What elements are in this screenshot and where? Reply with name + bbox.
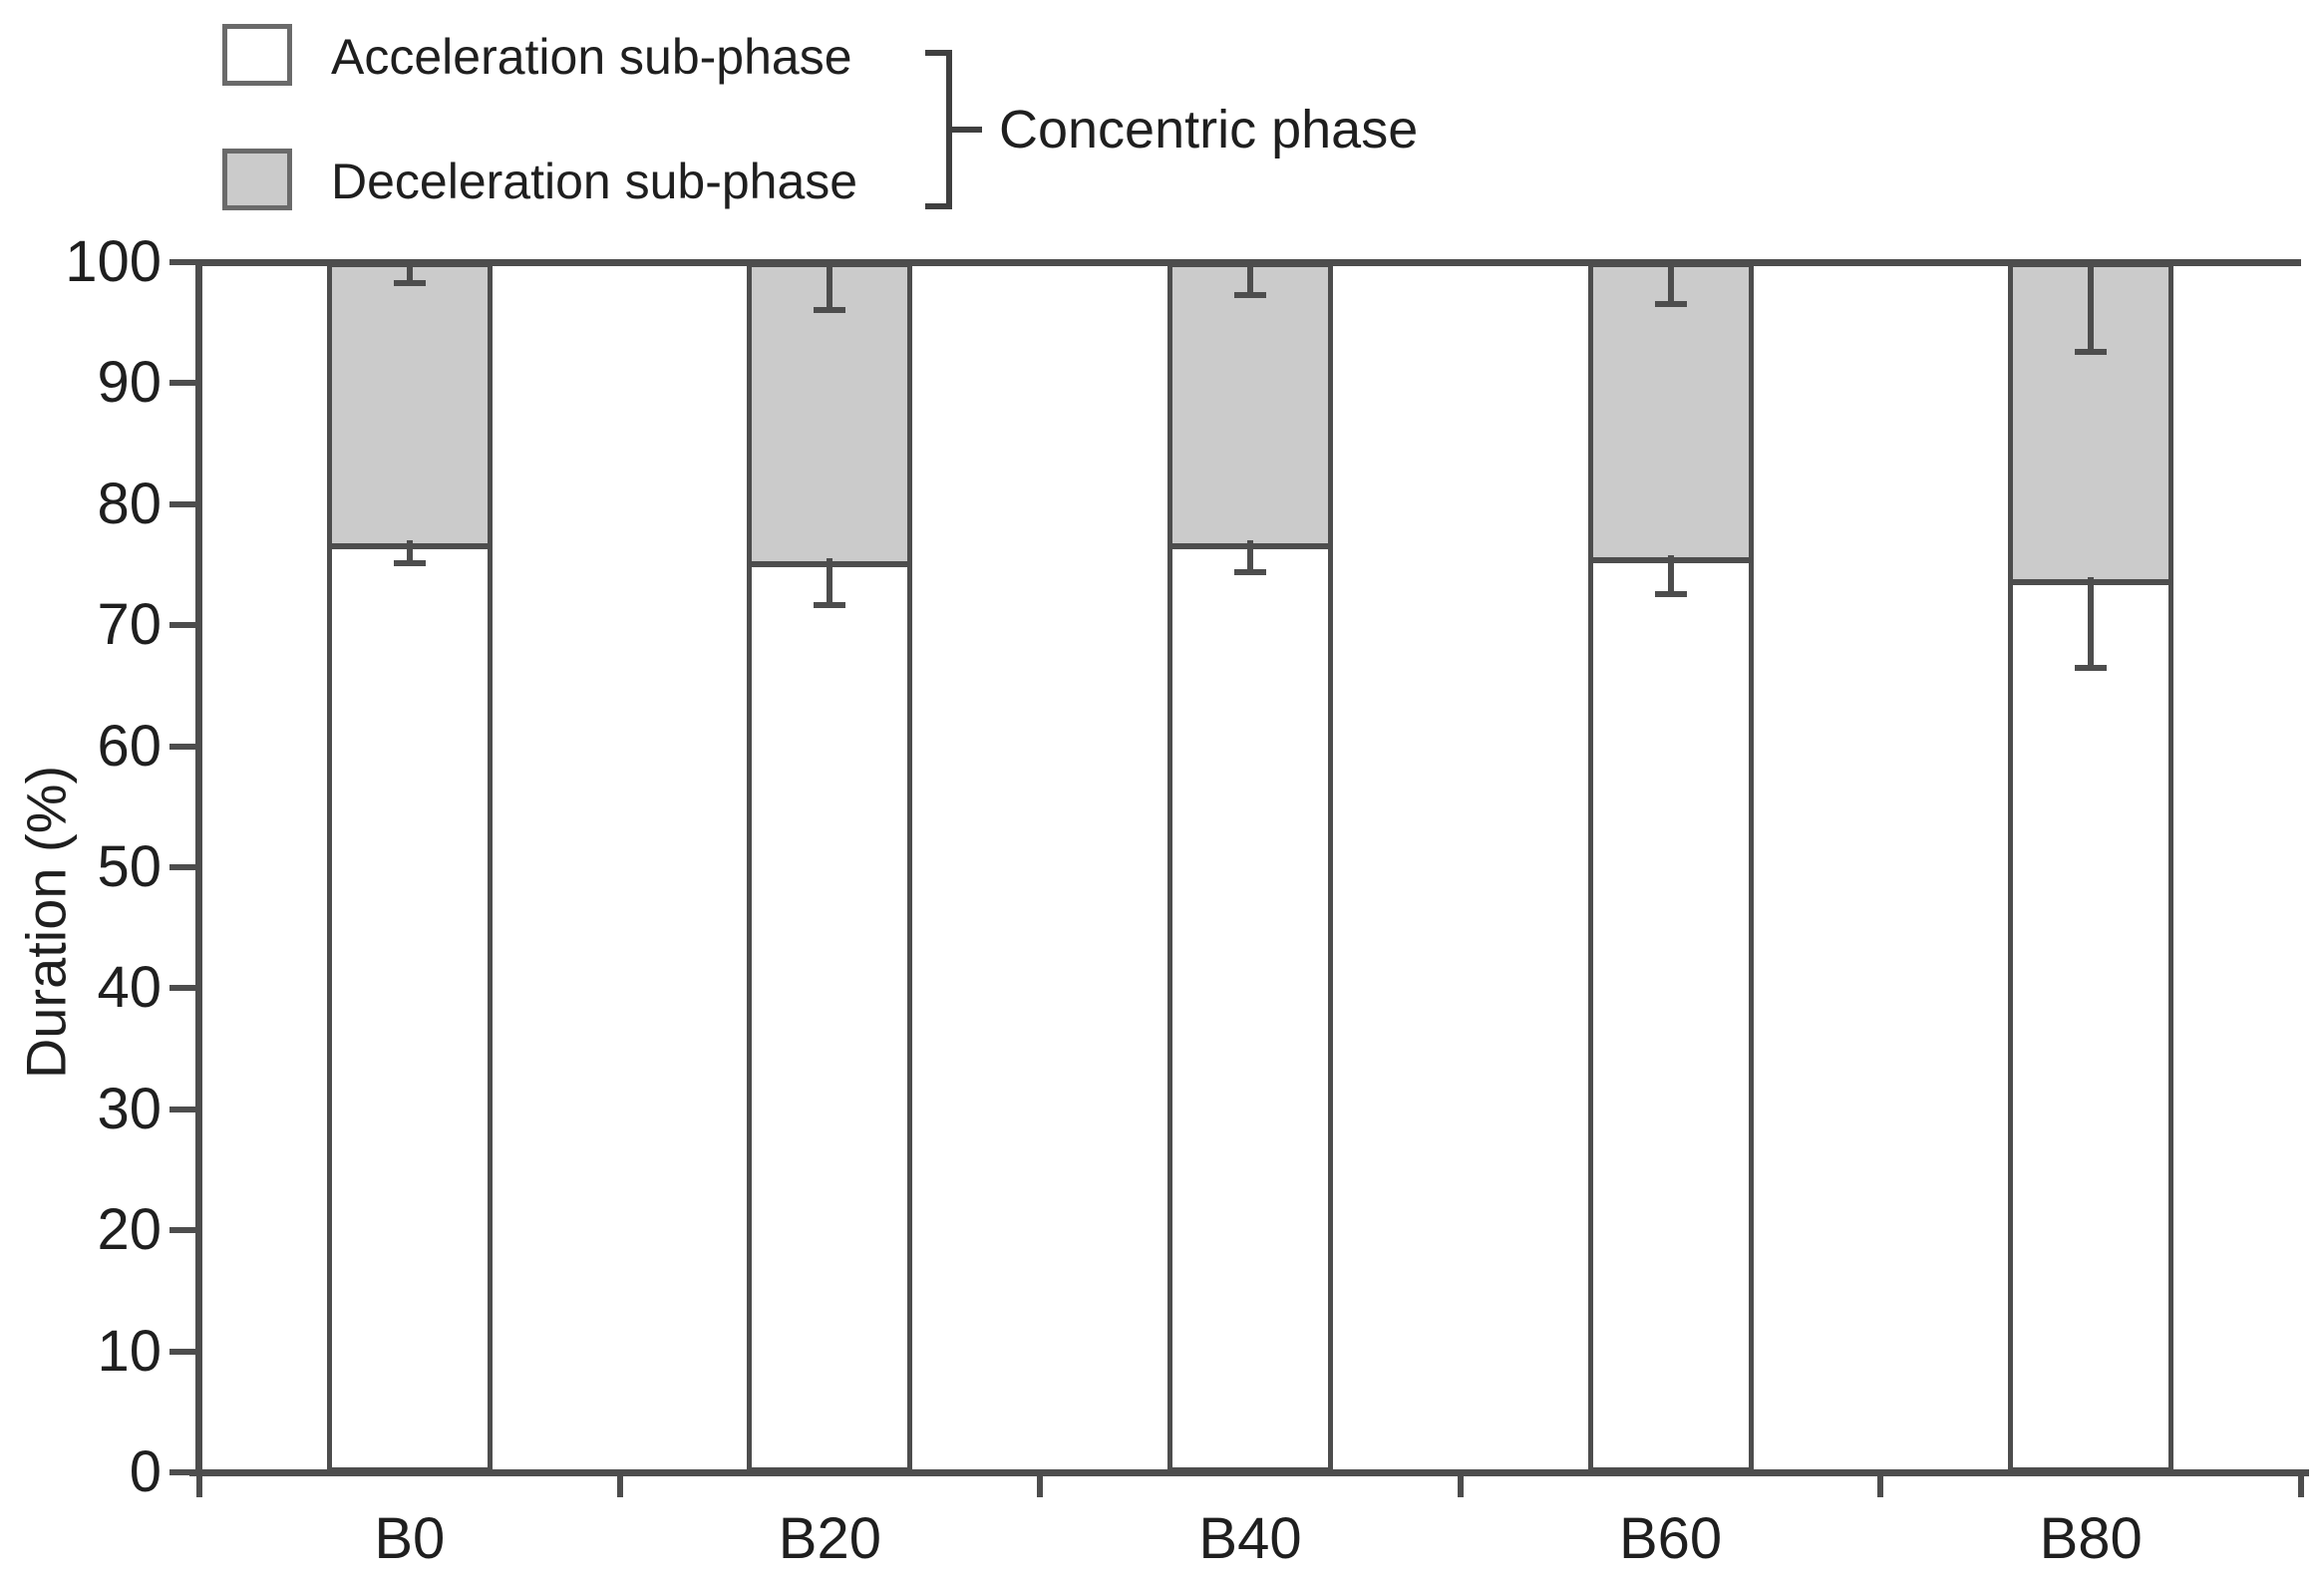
y-tick (169, 380, 199, 387)
error-bar-cap (393, 559, 426, 566)
error-bar-cap (1234, 292, 1266, 299)
y-tick-label: 70 (97, 592, 162, 658)
y-tick (169, 1106, 199, 1112)
error-bar-line (827, 558, 833, 607)
error-bar-line (406, 540, 413, 565)
error-bar-cap (814, 306, 846, 313)
y-tick (169, 259, 199, 265)
error-bar-cap (814, 601, 846, 608)
error-bar-line (406, 262, 413, 286)
y-tick (169, 1469, 199, 1475)
concentric-phase-label: Concentric phase (999, 100, 1419, 159)
error-bar-cap (1234, 569, 1266, 576)
y-tick-label: 10 (97, 1318, 162, 1384)
bar-deceleration-segment (1592, 267, 1749, 564)
legend: Acceleration sub-phase Deceleration sub-… (0, 0, 1495, 239)
bar-group (1167, 262, 1333, 1472)
y-tick-label: 60 (97, 713, 162, 779)
error-bar-cap (2075, 349, 2108, 356)
y-tick (169, 1227, 199, 1234)
x-axis-line (189, 1469, 2309, 1476)
error-bar-line (1247, 262, 1253, 298)
error-bar-line (2088, 262, 2095, 355)
x-category-label: B40 (1198, 1506, 1302, 1571)
error-bar-cap (1654, 300, 1687, 307)
error-bar-line (1667, 262, 1674, 306)
y-tick-label: 80 (97, 471, 162, 536)
legend-label-acceleration: Acceleration sub-phase (331, 29, 852, 85)
error-bar-cap (2075, 665, 2108, 672)
y-tick (169, 864, 199, 870)
x-category-label: B20 (778, 1506, 881, 1571)
x-tick (2298, 1473, 2304, 1497)
x-category-label: B0 (374, 1506, 446, 1571)
legend-label-deceleration: Deceleration sub-phase (331, 154, 858, 209)
x-category-label: B80 (2039, 1506, 2143, 1571)
y-tick (169, 622, 199, 629)
y-tick (169, 743, 199, 750)
x-tick (616, 1473, 623, 1497)
y-tick (169, 1348, 199, 1355)
y-tick (169, 500, 199, 507)
y-tick-label: 0 (129, 1439, 162, 1504)
y-tick-label: 100 (65, 229, 162, 294)
error-bar-line (827, 262, 833, 312)
y-tick (169, 985, 199, 992)
error-bar-line (1247, 540, 1253, 575)
bar-deceleration-segment (1172, 267, 1328, 549)
y-tick-label: 20 (97, 1197, 162, 1263)
bar-deceleration-segment (752, 267, 908, 567)
bar-deceleration-segment (331, 267, 488, 549)
y-tick-label: 90 (97, 350, 162, 416)
x-tick (1877, 1473, 1884, 1497)
y-tick-label: 50 (97, 834, 162, 899)
bar-group (747, 262, 913, 1472)
error-bar-line (1667, 554, 1674, 597)
error-bar-line (2088, 576, 2095, 671)
bar-group (1587, 262, 1754, 1472)
bar-group (326, 262, 493, 1472)
x-tick (196, 1473, 202, 1497)
legend-swatch-deceleration (222, 149, 292, 210)
y-tick-label: 30 (97, 1076, 162, 1141)
error-bar-cap (393, 280, 426, 287)
y-axis-title: Duration (%) (14, 765, 78, 1080)
error-bar-cap (1654, 591, 1687, 598)
x-tick (1037, 1473, 1044, 1497)
legend-swatch-acceleration (222, 24, 292, 86)
y-tick-label: 40 (97, 955, 162, 1021)
bar-group (2008, 262, 2174, 1472)
x-category-label: B60 (1618, 1506, 1723, 1571)
x-tick (1457, 1473, 1464, 1497)
